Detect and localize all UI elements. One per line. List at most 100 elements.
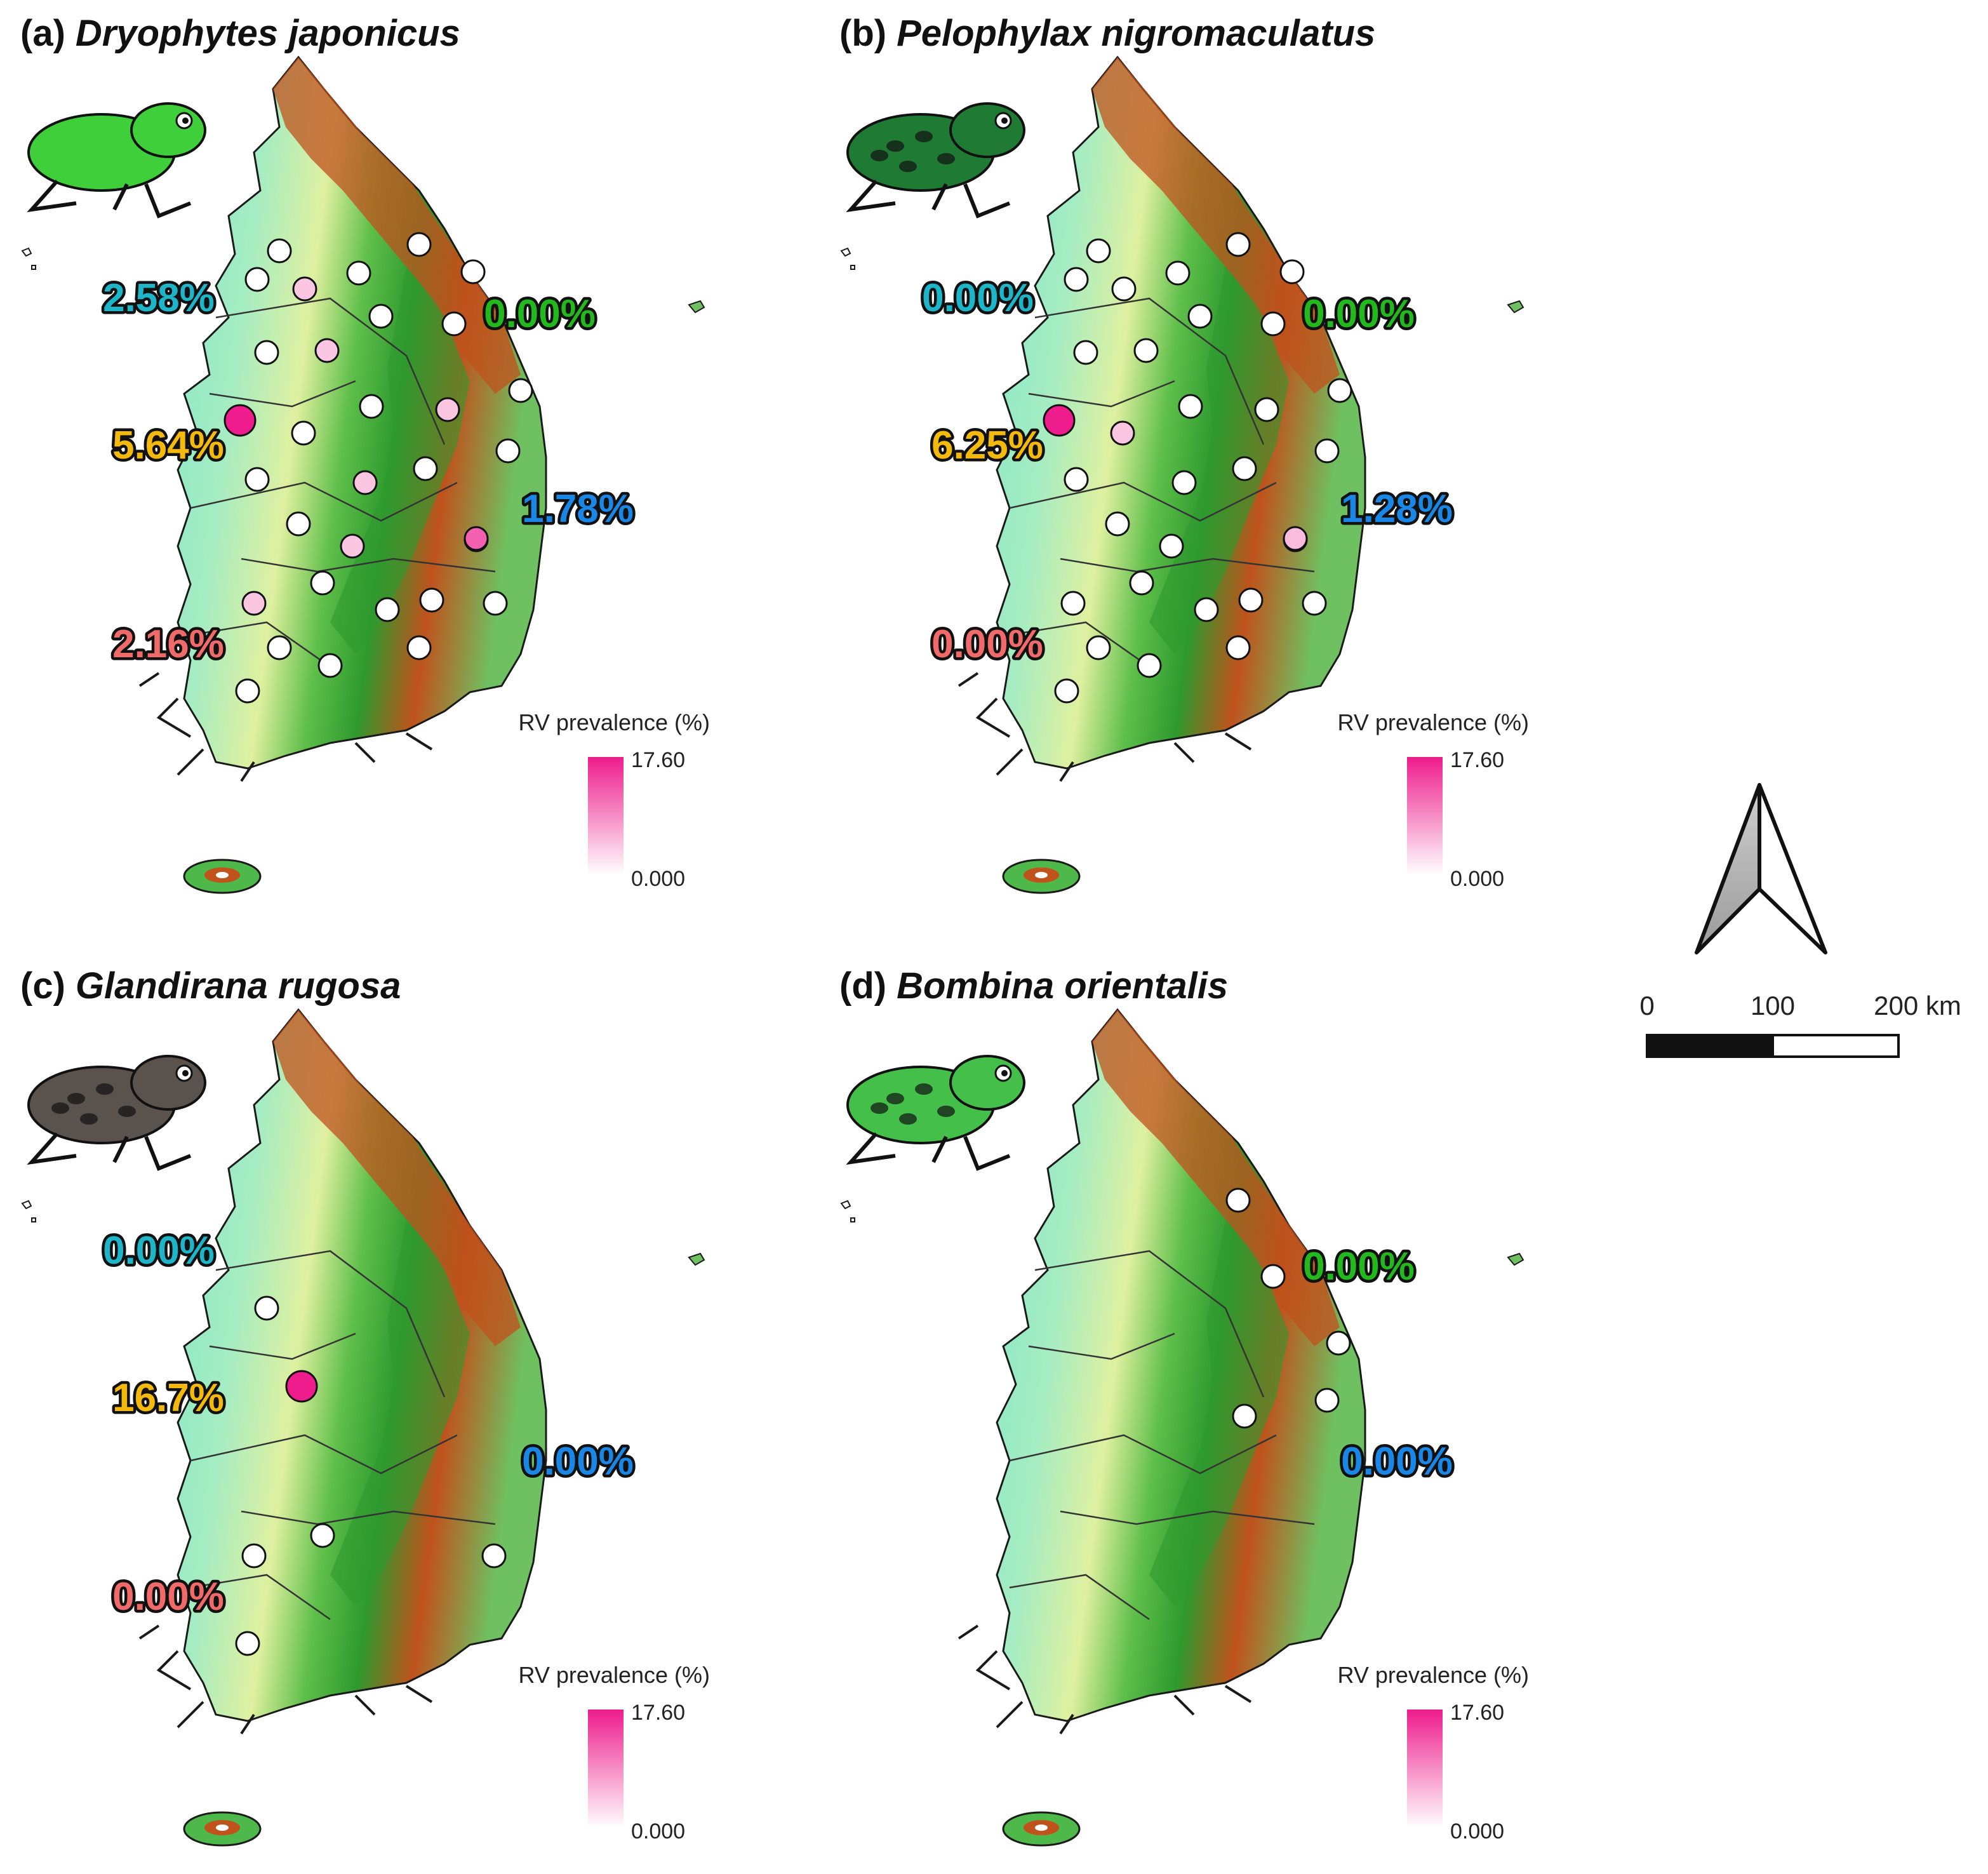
site-marker <box>1171 470 1197 495</box>
north-arrow-icon <box>1695 783 1827 954</box>
species-name: Bombina orientalis <box>897 965 1228 1007</box>
toad-icon <box>846 1055 1025 1171</box>
prevalence-center: 16.7% <box>112 1376 224 1420</box>
site-marker <box>223 404 257 437</box>
panel-title: (c) Glandirana rugosa <box>20 965 401 1007</box>
site-marker <box>1225 635 1251 660</box>
panel-label: (b) <box>839 13 886 54</box>
legend-colorbar <box>588 1710 624 1828</box>
species-name: Glandirana rugosa <box>76 965 401 1007</box>
prevalence-southwest: 0.00% <box>931 622 1043 666</box>
site-marker <box>1073 340 1098 365</box>
site-marker <box>235 678 260 704</box>
legend: RV prevalence (%) 17.60 0.000 <box>519 1662 710 1844</box>
site-marker <box>314 338 340 363</box>
site-marker <box>1232 456 1257 481</box>
site-marker <box>352 470 378 495</box>
prevalence-southeast: 1.28% <box>1341 487 1453 531</box>
site-marker <box>441 311 467 337</box>
site-marker <box>483 591 508 616</box>
site-marker <box>419 587 444 613</box>
site-marker <box>1279 259 1305 284</box>
site-marker <box>1238 587 1264 613</box>
site-marker <box>1165 260 1191 286</box>
legend-min: 0.000 <box>631 867 685 891</box>
panel-d: (d) Bombina orientalis 0.00% 0.00% RV preval… <box>839 965 1529 1847</box>
legend-title: RV prevalence (%) <box>519 1662 710 1688</box>
site-marker <box>292 276 317 302</box>
legend-min: 0.000 <box>1450 1819 1504 1844</box>
site-marker <box>413 456 438 481</box>
site-marker <box>464 526 489 551</box>
site-marker <box>1302 591 1327 616</box>
site-marker <box>291 420 316 446</box>
site-marker <box>1225 1188 1251 1213</box>
sampling-sites <box>235 1295 507 1656</box>
site-marker <box>1314 438 1340 464</box>
tree-frog-icon <box>27 102 206 218</box>
site-marker <box>508 378 533 403</box>
site-marker <box>254 1295 279 1321</box>
site-marker <box>1086 238 1111 264</box>
site-marker <box>1225 232 1251 257</box>
site-marker <box>1129 570 1154 596</box>
prevalence-center: 5.64% <box>112 424 224 467</box>
site-marker <box>1326 1330 1351 1356</box>
site-marker <box>1260 311 1286 337</box>
panel-title: (d) Bombina orientalis <box>839 965 1228 1007</box>
site-marker <box>267 238 292 264</box>
prevalence-east: 0.00% <box>1303 292 1415 336</box>
wrinkled-frog-icon <box>27 1055 206 1171</box>
site-marker <box>435 397 460 422</box>
site-marker <box>1187 304 1213 329</box>
scale-label-200: 200 km <box>1874 991 1961 1021</box>
legend-min: 0.000 <box>1450 867 1504 891</box>
legend: RV prevalence (%) 17.60 0.000 <box>519 709 710 891</box>
site-marker <box>1232 1403 1257 1429</box>
scale-bar: 0 100 200 km <box>1639 991 1961 1058</box>
site-marker <box>285 1370 318 1403</box>
site-marker <box>1260 1264 1286 1289</box>
site-marker <box>359 394 384 419</box>
site-marker <box>267 635 292 660</box>
site-marker <box>375 597 400 622</box>
legend-title: RV prevalence (%) <box>1338 709 1529 735</box>
panel-label: (a) <box>20 13 65 54</box>
site-marker <box>1159 533 1184 559</box>
scale-bar-black-segment <box>1646 1034 1774 1058</box>
sampling-sites <box>1225 1188 1351 1429</box>
site-marker <box>1194 597 1219 622</box>
legend-colorbar <box>1407 1710 1443 1828</box>
site-marker <box>1054 678 1079 704</box>
site-marker <box>368 304 394 329</box>
prevalence-southwest: 2.16% <box>112 622 224 666</box>
prevalence-east: 0.00% <box>484 292 596 336</box>
prevalence-southwest: 0.00% <box>112 1575 224 1619</box>
site-marker <box>1064 467 1089 492</box>
site-marker <box>1133 338 1159 363</box>
prevalence-west: 0.00% <box>922 276 1034 320</box>
site-marker <box>1043 404 1076 437</box>
legend-max: 17.60 <box>1450 748 1504 772</box>
panel-title: (a) Dryophytes japonicus <box>20 13 460 54</box>
site-marker <box>481 1543 507 1569</box>
panel-c: (c) Glandirana rugosa 0.00% 16.7% 0.00% 0.00%… <box>20 965 710 1847</box>
panel-title: (b) Pelophylax nigromaculatus <box>839 13 1375 54</box>
legend-min: 0.000 <box>631 1819 685 1844</box>
site-marker <box>1327 378 1352 403</box>
legend-max: 17.60 <box>631 748 685 772</box>
site-marker <box>406 635 432 660</box>
site-marker <box>406 232 432 257</box>
legend-title: RV prevalence (%) <box>1338 1662 1529 1688</box>
site-marker <box>244 267 270 292</box>
site-marker <box>1178 394 1203 419</box>
species-name: Pelophylax nigromaculatus <box>897 13 1375 54</box>
site-marker <box>346 260 371 286</box>
site-marker <box>310 570 335 596</box>
scale-bar-white-segment <box>1771 1034 1900 1058</box>
prevalence-east: 0.00% <box>1303 1245 1415 1288</box>
site-marker <box>1105 511 1130 537</box>
prevalence-southeast: 0.00% <box>1341 1440 1453 1483</box>
site-marker <box>1086 635 1111 660</box>
